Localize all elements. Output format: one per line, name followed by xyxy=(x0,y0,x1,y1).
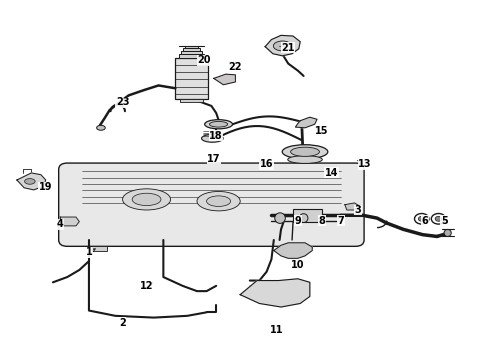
Text: 9: 9 xyxy=(294,216,301,226)
Ellipse shape xyxy=(122,189,171,210)
Ellipse shape xyxy=(207,196,231,207)
Text: 14: 14 xyxy=(325,168,338,178)
Ellipse shape xyxy=(201,135,223,142)
Text: 6: 6 xyxy=(422,216,428,226)
Ellipse shape xyxy=(444,229,451,237)
Text: 1: 1 xyxy=(86,247,92,257)
Text: 18: 18 xyxy=(209,131,223,141)
Text: 5: 5 xyxy=(441,216,448,226)
Bar xyxy=(181,50,202,54)
Text: 4: 4 xyxy=(57,219,64,229)
Text: 7: 7 xyxy=(338,216,344,226)
Text: 21: 21 xyxy=(281,43,295,53)
Text: 2: 2 xyxy=(119,318,126,328)
Text: 16: 16 xyxy=(260,159,273,169)
Bar xyxy=(179,54,204,58)
Ellipse shape xyxy=(299,214,308,222)
Ellipse shape xyxy=(97,125,105,130)
Bar xyxy=(175,58,208,99)
Ellipse shape xyxy=(24,179,35,184)
Text: 10: 10 xyxy=(291,260,305,270)
Ellipse shape xyxy=(291,147,319,156)
Text: 23: 23 xyxy=(116,98,129,107)
Polygon shape xyxy=(345,203,360,210)
Ellipse shape xyxy=(288,156,322,163)
Ellipse shape xyxy=(415,213,429,224)
Text: 13: 13 xyxy=(358,159,372,169)
Ellipse shape xyxy=(209,121,228,127)
Ellipse shape xyxy=(282,145,328,159)
Polygon shape xyxy=(295,117,317,128)
Text: 19: 19 xyxy=(39,182,52,192)
Polygon shape xyxy=(17,173,46,190)
Ellipse shape xyxy=(273,41,292,51)
Polygon shape xyxy=(274,243,312,258)
Bar xyxy=(180,99,203,102)
Text: 11: 11 xyxy=(270,325,283,335)
Text: 17: 17 xyxy=(207,154,220,164)
Ellipse shape xyxy=(205,120,233,129)
Text: 8: 8 xyxy=(318,216,325,226)
Text: 20: 20 xyxy=(197,55,211,65)
Polygon shape xyxy=(60,217,79,226)
Bar xyxy=(185,46,198,48)
Text: 3: 3 xyxy=(354,205,361,215)
FancyBboxPatch shape xyxy=(59,163,364,246)
Bar xyxy=(92,246,107,251)
Bar xyxy=(293,209,322,222)
Ellipse shape xyxy=(435,216,442,221)
Text: 15: 15 xyxy=(315,126,329,136)
Ellipse shape xyxy=(418,216,425,221)
Ellipse shape xyxy=(197,192,240,211)
Polygon shape xyxy=(265,35,300,56)
Polygon shape xyxy=(214,74,235,85)
Polygon shape xyxy=(240,279,310,307)
Text: 12: 12 xyxy=(140,281,153,291)
Ellipse shape xyxy=(431,213,446,224)
Ellipse shape xyxy=(275,213,285,224)
Bar xyxy=(183,48,200,50)
Ellipse shape xyxy=(132,193,161,206)
Text: 22: 22 xyxy=(229,62,242,72)
